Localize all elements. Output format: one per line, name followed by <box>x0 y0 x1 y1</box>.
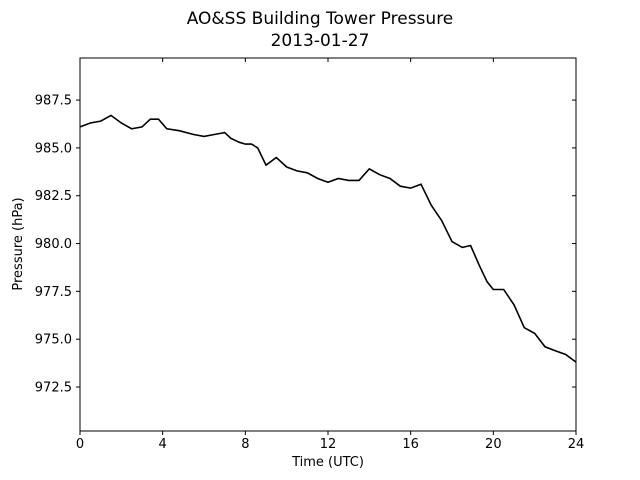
y-tick-label: 977.5 <box>35 285 72 300</box>
y-tick-label: 972.5 <box>35 381 72 396</box>
chart-title: AO&SS Building Tower Pressure <box>187 9 454 29</box>
y-tick-label: 982.5 <box>35 189 72 204</box>
x-axis: 0 4 8 12 16 20 24 <box>76 58 584 452</box>
x-tick-label: 20 <box>485 437 502 452</box>
y-tick-label: 985.0 <box>35 141 72 156</box>
pressure-series-line <box>79 114 577 363</box>
chart-subtitle: 2013-01-27 <box>271 31 370 51</box>
y-tick-label: 975.0 <box>35 333 72 348</box>
y-tick-label: 987.5 <box>35 94 72 109</box>
x-tick-label: 0 <box>76 437 84 452</box>
y-tick-label: 980.0 <box>35 237 72 252</box>
x-tick-label: 12 <box>320 437 337 452</box>
plot-area-frame <box>79 57 577 432</box>
x-tick-label: 8 <box>241 437 249 452</box>
y-axis: 972.5 975.0 977.5 980.0 982.5 985.0 987.5 <box>35 94 576 396</box>
y-axis-label: Pressure (hPa) <box>11 197 26 290</box>
x-axis-label: Time (UTC) <box>291 455 364 470</box>
x-tick-label: 16 <box>402 437 419 452</box>
x-tick-label: 24 <box>568 437 585 452</box>
x-tick-label: 4 <box>159 437 167 452</box>
